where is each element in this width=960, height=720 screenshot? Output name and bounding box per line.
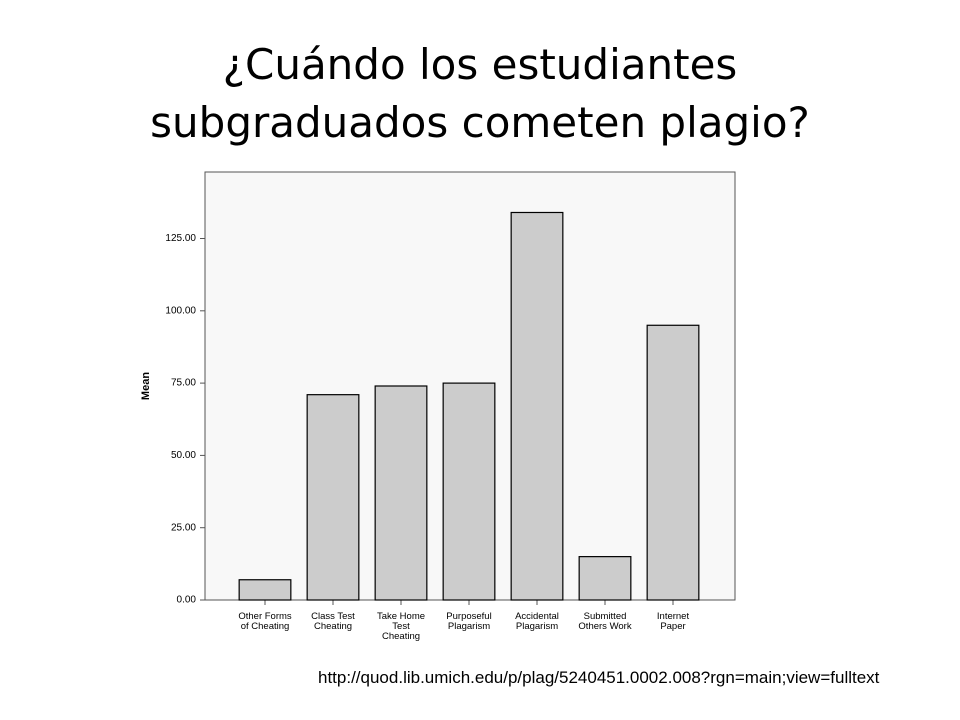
y-tick-label: 75.00	[171, 378, 196, 389]
x-tick-label: Accidental Plagarism	[515, 611, 559, 632]
x-tick-label: Purposeful Plagarism	[446, 611, 492, 632]
y-tick-label: 125.00	[165, 233, 196, 244]
bar	[510, 211, 564, 601]
bar	[238, 579, 292, 601]
bar	[442, 382, 496, 601]
x-tick-label: Class Test Cheating	[311, 611, 355, 632]
x-tick-label: Take Home Test Cheating	[376, 611, 426, 642]
y-tick-label: 0.00	[177, 595, 197, 606]
x-tick-label: Submitted Others Work	[578, 611, 632, 632]
bar	[578, 556, 632, 601]
bar	[646, 324, 700, 601]
y-axis-label: Mean	[140, 372, 152, 400]
y-tick-label: 25.00	[171, 522, 196, 533]
source-link: http://quod.lib.umich.edu/p/plag/5240451…	[318, 668, 880, 687]
x-tick-label: Internet Paper	[656, 611, 690, 632]
y-tick-label: 50.00	[171, 450, 196, 461]
y-tick-label: 100.00	[165, 305, 196, 316]
slide-title: ¿Cuándo los estudiantes subgraduados com…	[150, 40, 810, 147]
bar	[306, 394, 360, 601]
x-tick-label: Other Forms of Cheating	[238, 611, 292, 632]
bar	[374, 385, 428, 601]
